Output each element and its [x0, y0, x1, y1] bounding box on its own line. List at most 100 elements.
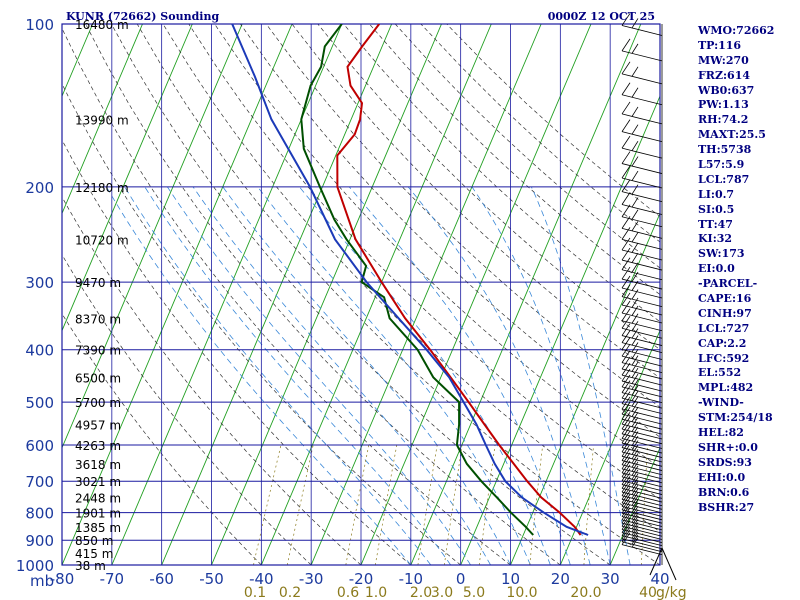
wind-barb-flag — [621, 284, 631, 297]
height-label: 38 m — [75, 559, 106, 573]
wind-barb-flag — [631, 449, 639, 460]
wind-barb-flag — [621, 421, 631, 435]
wind-barb — [621, 397, 663, 409]
dry-adiabat-line — [136, 24, 660, 565]
wind-barb-flag — [631, 411, 639, 422]
wind-barb-flag — [621, 526, 631, 539]
wind-barb-flag — [631, 342, 639, 353]
isotherm-line — [62, 24, 293, 565]
pressure-tick-label: 200 — [25, 179, 54, 197]
dry-adiabat-line — [240, 24, 660, 438]
wind-barb-flag — [621, 227, 631, 240]
sounding-index: TP:116 — [698, 38, 742, 52]
sounding-traces — [231, 24, 589, 536]
sounding-index: MPL:482 — [698, 381, 754, 395]
height-label: 4263 m — [75, 439, 121, 453]
wind-barb-flag — [631, 390, 639, 401]
isotherm-line — [211, 24, 442, 565]
wind-barb — [621, 239, 663, 250]
sounding-index: PW:1.13 — [698, 98, 749, 112]
wind-barb-flag — [621, 523, 631, 536]
wind-barb-flag — [621, 385, 631, 399]
sounding-index: SI:0.5 — [698, 202, 735, 216]
temperature-tick-label: -40 — [249, 570, 274, 588]
wind-barb-flag — [621, 380, 631, 393]
isotherm-line — [161, 24, 393, 565]
height-label: 13990 m — [75, 113, 129, 127]
wind-barb — [621, 296, 663, 308]
wind-barb-flag — [621, 165, 631, 179]
mixing-ratio-line — [345, 444, 370, 565]
dry-adiabat-line — [62, 139, 412, 565]
wind-barb-flag — [621, 476, 631, 489]
wind-barb-flag — [621, 204, 631, 217]
wind-barb-flag — [621, 82, 631, 95]
sounding-index: RH:74.2 — [698, 113, 749, 127]
wind-barb — [621, 451, 663, 463]
wind-barb-flag — [631, 396, 639, 407]
wind-barb — [621, 413, 663, 425]
wind-barb — [621, 147, 663, 159]
wind-barb — [621, 428, 663, 440]
wind-barb-flag — [621, 119, 631, 132]
temperature-tick-label: -80 — [50, 570, 75, 588]
height-label: 2448 m — [75, 491, 121, 505]
wind-barb-flag — [631, 465, 639, 476]
pressure-tick-label: 300 — [25, 274, 54, 292]
pressure-tick-label: 700 — [25, 473, 54, 491]
isotherm-line — [460, 94, 660, 565]
wind-barb — [621, 320, 663, 332]
sounding-index: SHR+:0.0 — [698, 440, 758, 454]
pressure-tick-label: 500 — [25, 394, 54, 412]
wind-barb-flag — [621, 494, 631, 507]
dry-adiabat-line — [85, 24, 561, 565]
wind-barb — [649, 547, 663, 576]
wind-barb-flag — [631, 444, 639, 455]
dry-adiabat-line — [62, 313, 262, 565]
wind-barb — [621, 177, 663, 189]
height-label: 5700 m — [75, 396, 121, 410]
wind-barb-flag — [621, 472, 631, 485]
wind-barb — [621, 460, 663, 471]
wind-barb — [621, 418, 663, 430]
mixing-ratio-line — [417, 444, 438, 565]
height-label: 3021 m — [75, 475, 121, 489]
height-label: 4957 m — [75, 419, 121, 433]
wind-barb-flag — [631, 515, 639, 526]
mixing-ratio-label: 20.0 — [570, 585, 601, 600]
wind-barb-flag — [631, 512, 639, 523]
wind-barb-flag — [621, 435, 631, 448]
mixing-ratio-line — [583, 444, 594, 565]
wind-barb-flag — [631, 313, 639, 324]
wind-barb — [621, 278, 663, 290]
wind-barb — [621, 455, 663, 467]
sounding-index: CINH:97 — [698, 306, 752, 320]
wind-barb-flag — [621, 61, 631, 75]
sounding-index: LCL:787 — [698, 172, 750, 186]
wind-barb-flag — [621, 192, 631, 205]
wind-barb-flag — [631, 488, 639, 499]
wind-barb-flag — [631, 271, 639, 282]
sounding-index: STM:254/18 — [698, 411, 773, 425]
wind-barb — [621, 50, 663, 62]
dry-adiabat-line — [188, 24, 660, 500]
wind-barb — [621, 538, 663, 550]
wind-barb — [621, 516, 663, 527]
wind-barb-flag — [621, 391, 631, 404]
wind-barb-flag — [631, 321, 639, 331]
wind-barb-flag — [621, 151, 631, 164]
wind-barb-flag — [631, 537, 639, 548]
wind-barb-flag — [621, 448, 631, 461]
wind-barb — [621, 491, 663, 503]
wind-barb-flag — [631, 453, 639, 464]
wind-barb-flag — [621, 500, 631, 514]
pressure-tick-label: 900 — [25, 532, 54, 550]
wind-barb — [621, 94, 663, 106]
height-label: 9470 m — [75, 276, 121, 290]
wind-barb — [621, 541, 663, 553]
sounding-index: -WIND- — [698, 396, 744, 410]
wind-barb-flag — [621, 237, 631, 251]
wind-barb-flag — [621, 343, 631, 357]
mixing-ratio-label: 1.0 — [365, 585, 387, 600]
